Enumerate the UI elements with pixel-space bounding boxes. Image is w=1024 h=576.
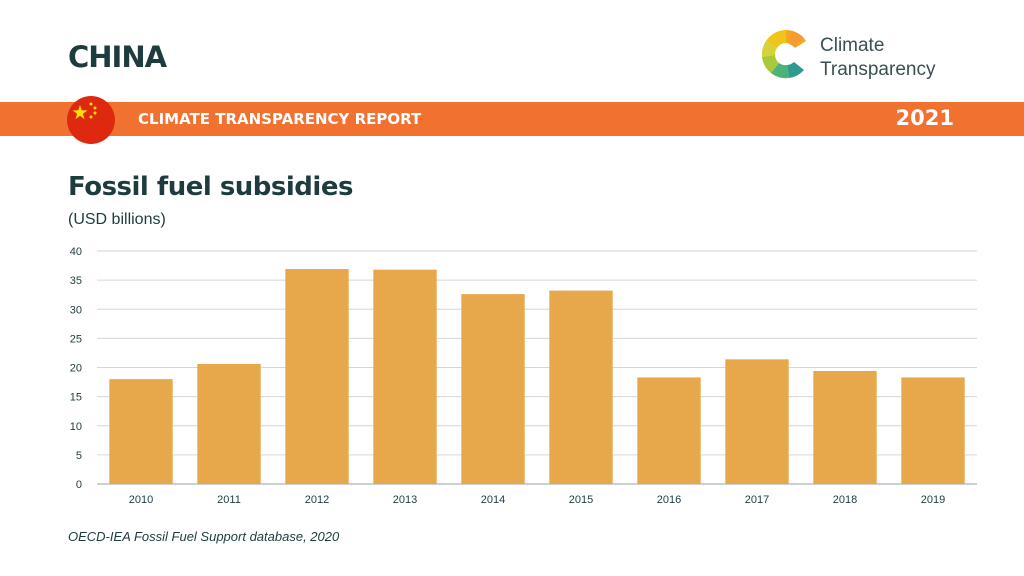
y-tick-label: 15 xyxy=(70,392,82,404)
x-tick-label: 2018 xyxy=(833,494,857,506)
chart-subtitle: (USD billions) xyxy=(68,211,166,228)
x-tick-label: 2011 xyxy=(217,494,241,506)
source-note: OECD-IEA Fossil Fuel Support database, 2… xyxy=(68,529,340,544)
x-tick-label: 2019 xyxy=(921,494,945,506)
logo-text-line2: Transparency xyxy=(820,59,936,80)
bar xyxy=(637,377,701,484)
report-title: CLIMATE TRANSPARENCY REPORT xyxy=(138,110,422,128)
y-tick-label: 30 xyxy=(70,304,82,316)
x-tick-label: 2012 xyxy=(305,494,329,506)
bar xyxy=(109,379,173,484)
bar xyxy=(197,364,261,484)
y-tick-label: 10 xyxy=(70,421,82,433)
y-tick-label: 0 xyxy=(76,479,82,491)
x-tick-label: 2015 xyxy=(569,494,593,506)
bar xyxy=(901,377,965,484)
report-year: 2021 xyxy=(895,106,954,130)
report-banner xyxy=(0,102,1024,136)
bar xyxy=(461,294,525,484)
x-tick-label: 2014 xyxy=(481,494,505,506)
y-tick-label: 20 xyxy=(70,363,82,375)
y-tick-label: 25 xyxy=(70,333,82,345)
country-title: CHINA xyxy=(68,40,167,74)
chart-title: Fossil fuel subsidies xyxy=(68,172,353,202)
logo-ring-icon xyxy=(761,30,806,79)
y-tick-label: 5 xyxy=(76,450,82,462)
x-tick-label: 2010 xyxy=(129,494,153,506)
climate-transparency-logo: Climate Transparency xyxy=(758,26,968,86)
bar xyxy=(725,359,789,484)
bar xyxy=(285,269,349,484)
logo-text-line1: Climate xyxy=(820,35,885,56)
bar xyxy=(813,370,877,484)
china-flag-icon xyxy=(67,96,115,144)
y-tick-label: 40 xyxy=(70,246,82,258)
x-tick-label: 2013 xyxy=(393,494,417,506)
x-tick-label: 2017 xyxy=(745,494,769,506)
bar xyxy=(373,269,437,484)
bar xyxy=(549,290,613,484)
y-tick-label: 35 xyxy=(70,275,82,287)
x-tick-label: 2016 xyxy=(657,494,681,506)
